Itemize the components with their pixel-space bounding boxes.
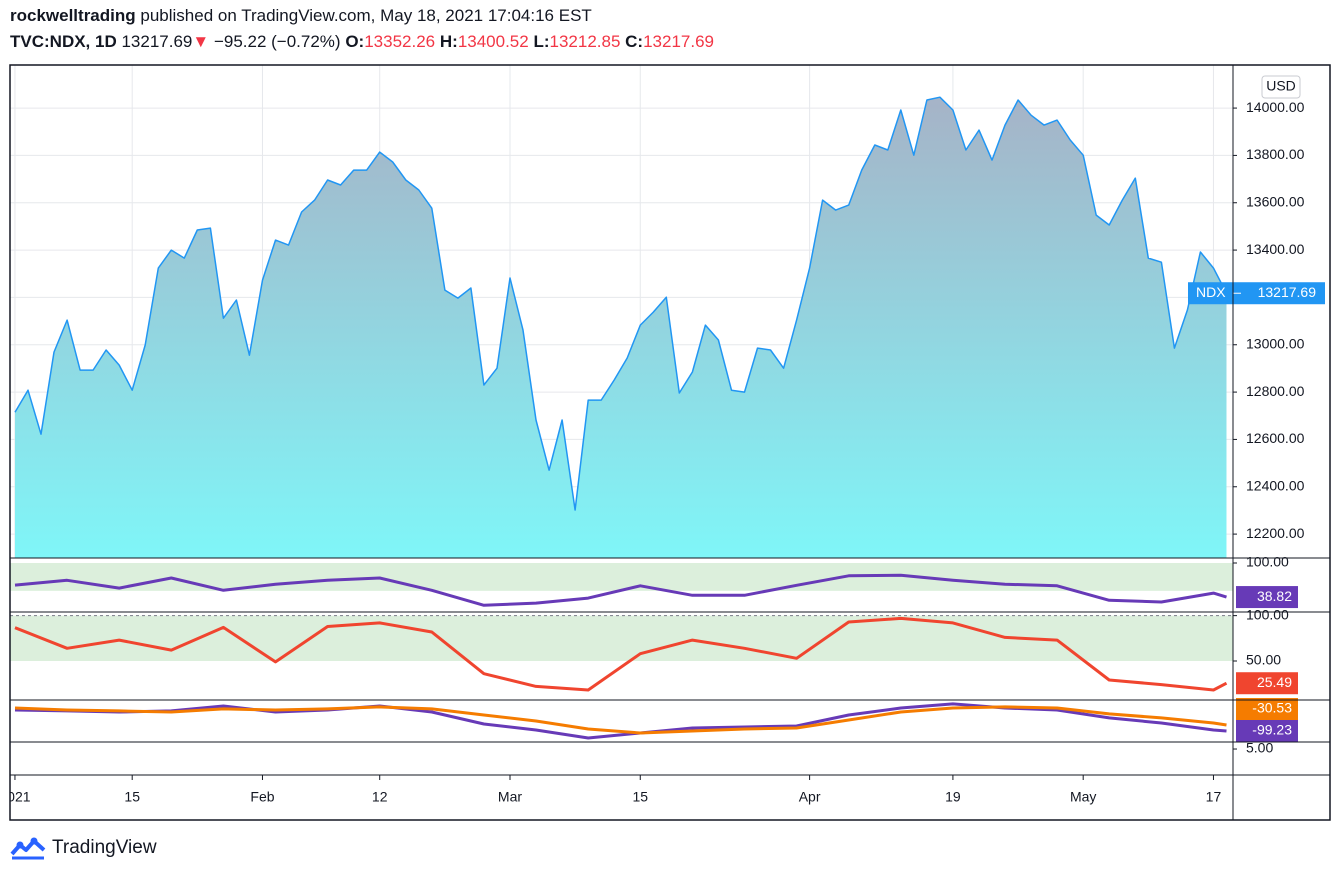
last-price: 13217.69	[121, 32, 193, 51]
pane	[14, 702, 1227, 740]
area-fill	[14, 97, 1227, 558]
y-tick-label: 13000.00	[1246, 335, 1305, 351]
value-label-box	[1236, 719, 1298, 742]
value-label-box	[1236, 697, 1298, 720]
y-tick-label: 14000.00	[1246, 99, 1305, 115]
y-tick-label: 100.00	[1246, 554, 1289, 570]
series-line	[14, 573, 1227, 607]
high: 13400.52	[457, 32, 529, 51]
footer: TradingView	[10, 836, 157, 860]
x-tick-label: 15	[124, 789, 140, 805]
price-label-box	[1188, 282, 1325, 305]
y-tick-label: 5.00	[1246, 740, 1273, 756]
value-label: 38.82	[1257, 588, 1292, 604]
logo	[10, 837, 46, 860]
frame	[9, 64, 1331, 821]
y-tick-label: 12800.00	[1246, 383, 1305, 399]
y-tick-label: 12600.00	[1246, 430, 1305, 446]
pane	[10, 563, 1233, 607]
x-tick-label: Apr	[799, 789, 821, 805]
y-tick-label: 13400.00	[1246, 241, 1305, 257]
series-line	[14, 616, 1228, 692]
value-label: -99.23	[1252, 722, 1292, 738]
open: 13352.26	[364, 32, 436, 51]
price-label-value: 13217.69	[1258, 284, 1317, 300]
value-label-box	[1236, 586, 1298, 609]
value-label-box	[1236, 672, 1298, 695]
change: −95.22 (−0.72%)	[213, 32, 341, 51]
x-tick-label: 12	[372, 789, 388, 805]
currency: USD	[1266, 78, 1296, 94]
close: 13217.69	[643, 32, 714, 51]
y-tick-label: 50.00	[1246, 652, 1281, 668]
y-tick-label: 13600.00	[1246, 193, 1305, 209]
high-label: H:	[439, 32, 458, 51]
series-line	[14, 96, 1228, 511]
header-line-2: TVC:NDX, 1D 13217.69▼ −95.22 (−0.72%) O:…	[10, 32, 714, 52]
time-axis: 2021 15 Feb 12 Mar 15 Apr 19 May 17	[0, 775, 1222, 805]
x-tick-label: Feb	[250, 789, 274, 805]
pane	[10, 65, 1233, 558]
y-tick-label: 12400.00	[1246, 477, 1305, 493]
price-label-name: NDX	[1196, 284, 1226, 300]
header-line-1: rockwelltrading published on TradingView…	[10, 6, 592, 26]
x-tick-label: May	[1070, 789, 1096, 805]
x-tick-label: Mar	[498, 789, 522, 805]
symbol: TVC:NDX, 1D	[10, 32, 117, 51]
y-tick-label: 100.00	[1246, 606, 1289, 622]
close-label: C:	[625, 32, 644, 51]
currency-box	[1261, 75, 1301, 99]
series-line	[14, 705, 1227, 735]
author: rockwelltrading	[10, 6, 136, 25]
y-tick-label: 12200.00	[1246, 525, 1305, 541]
x-tick-label: 15	[632, 789, 648, 805]
low-label: L:	[533, 32, 550, 51]
published: published on TradingView.com, May 18, 20…	[140, 6, 592, 25]
brand: TradingView	[52, 837, 157, 858]
change-arrow: ▼	[192, 32, 210, 51]
value-label: 25.49	[1257, 674, 1292, 690]
open-label: O:	[345, 32, 365, 51]
pane	[10, 615, 1233, 692]
x-tick-label: 19	[945, 789, 961, 805]
value-label: -30.53	[1252, 700, 1292, 716]
y-tick-label: 13800.00	[1246, 146, 1305, 162]
x-tick-label: 2021	[0, 789, 31, 805]
chart: 12200.00 12400.00 12600.00 12800.00 13000.00…	[0, 64, 1331, 821]
x-tick-label: 17	[1206, 789, 1222, 805]
low: 13212.85	[549, 32, 621, 51]
